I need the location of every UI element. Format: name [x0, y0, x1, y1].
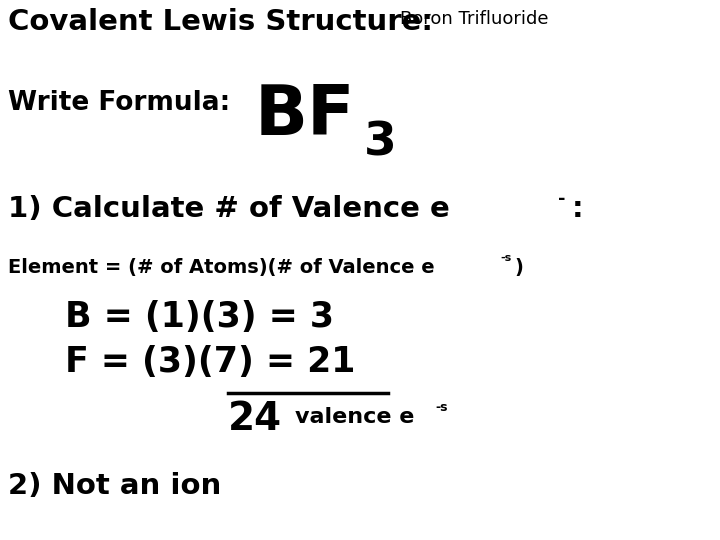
Text: B = (1)(3) = 3: B = (1)(3) = 3 — [65, 300, 334, 334]
Text: 1) Calculate # of Valence e: 1) Calculate # of Valence e — [8, 195, 450, 223]
Text: ): ) — [514, 258, 523, 277]
Text: 24: 24 — [228, 400, 282, 438]
Text: Boron Trifluoride: Boron Trifluoride — [400, 10, 549, 28]
Text: -: - — [558, 190, 565, 208]
Text: -s: -s — [500, 253, 511, 263]
Text: Write Formula:: Write Formula: — [8, 90, 230, 116]
Text: 3: 3 — [364, 120, 397, 165]
Text: :: : — [572, 195, 584, 223]
Text: BF: BF — [255, 82, 356, 149]
Text: -s: -s — [435, 401, 448, 414]
Text: 2) Not an ion: 2) Not an ion — [8, 472, 221, 500]
Text: F = (3)(7) = 21: F = (3)(7) = 21 — [65, 345, 356, 379]
Text: valence e: valence e — [295, 407, 415, 427]
Text: Element = (# of Atoms)(# of Valence e: Element = (# of Atoms)(# of Valence e — [8, 258, 435, 277]
Text: Covalent Lewis Structure:: Covalent Lewis Structure: — [8, 8, 433, 36]
